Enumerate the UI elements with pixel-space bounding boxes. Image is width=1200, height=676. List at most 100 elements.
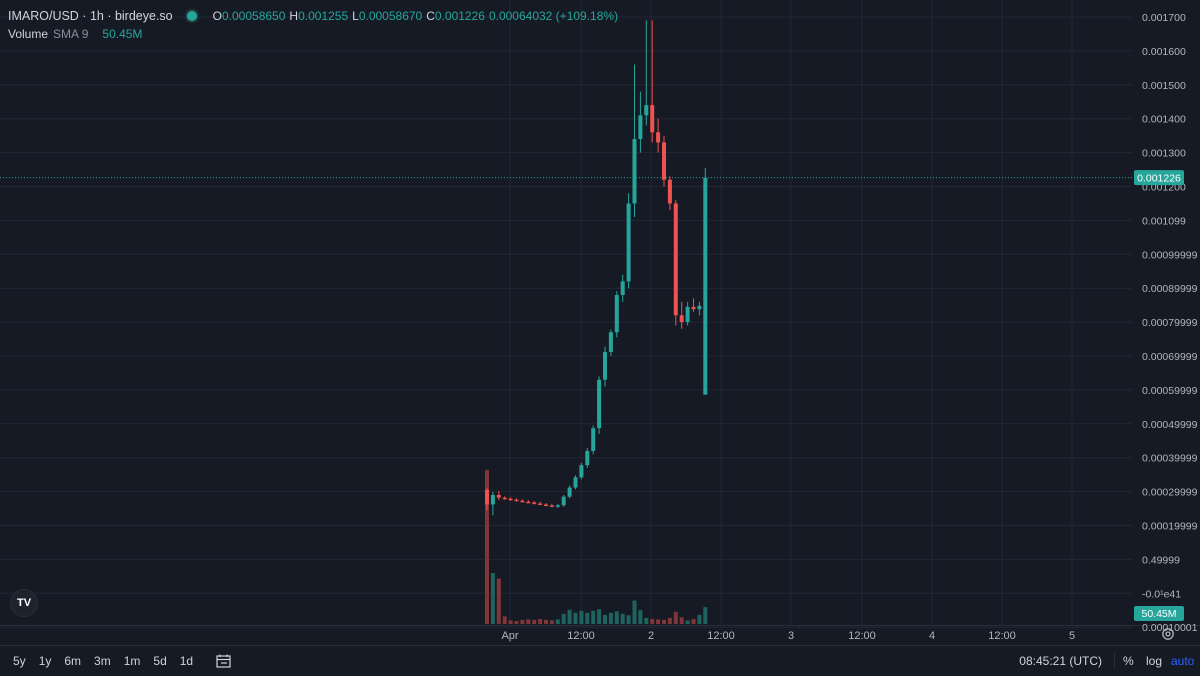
- utc-clock[interactable]: 08:45:21 (UTC): [1019, 654, 1102, 668]
- volume-bar: [514, 620, 519, 624]
- price-axis-label: 0.00069999: [1142, 351, 1198, 363]
- candle-body: [514, 499, 519, 502]
- volume-bar: [549, 620, 554, 624]
- price-axis-label: 0.001600: [1142, 46, 1186, 58]
- open-key: O: [212, 9, 222, 23]
- candle-body: [579, 465, 584, 478]
- chart-legend: IMARO/USD · 1h · birdeye.so O 0.00058650 …: [8, 8, 618, 42]
- timeframe-1m[interactable]: 1m: [123, 654, 141, 668]
- volume-bars: [485, 470, 708, 624]
- candle-body: [520, 500, 525, 503]
- candle-body: [573, 477, 578, 488]
- candle-body: [538, 503, 543, 505]
- candle-body: [650, 105, 655, 133]
- volume-bar: [650, 618, 655, 624]
- timeframe-1y[interactable]: 1y: [38, 654, 52, 668]
- price-axis-label: 0.00019999: [1142, 521, 1198, 533]
- volume-bar: [656, 619, 661, 624]
- time-axis-label: 12:00: [988, 630, 1016, 642]
- volume-bar: [579, 610, 584, 624]
- candle-body: [567, 487, 572, 497]
- candle-body: [656, 132, 661, 143]
- price-axis-label: 0.001300: [1142, 148, 1186, 160]
- volume-bar: [532, 619, 537, 624]
- volume-bar: [614, 611, 619, 624]
- volume-bar: [685, 620, 690, 624]
- candle-body: [667, 179, 672, 204]
- price-axis-label: 0.00049999: [1142, 419, 1198, 431]
- volume-bar: [626, 615, 631, 624]
- candle-body: [603, 351, 607, 380]
- timeframe-1d[interactable]: 1d: [179, 654, 194, 668]
- candle-body: [526, 501, 531, 504]
- time-axis-label: Apr: [501, 630, 518, 642]
- last-price-tag-bg: [1134, 170, 1184, 186]
- volume-bar: [679, 617, 684, 624]
- time-axis-label: 12:00: [567, 630, 595, 642]
- candle-body: [490, 494, 495, 505]
- auto-scale-toggle[interactable]: auto: [1171, 654, 1195, 668]
- symbol-title[interactable]: IMARO/USD · 1h · birdeye.so: [8, 9, 173, 23]
- settings-gear-icon[interactable]: [1161, 627, 1175, 641]
- candle-body: [685, 306, 690, 323]
- price-axis-label: 0.001400: [1142, 114, 1186, 126]
- volume-bar: [502, 616, 507, 624]
- volume-sma: SMA 9: [53, 27, 89, 41]
- time-axis-label: 2: [648, 630, 654, 642]
- volume-value: 50.45M: [102, 27, 143, 41]
- volume-label[interactable]: Volume: [8, 27, 49, 41]
- price-axis: 0.001700 0.001600 0.001500 0.001400 0.001300…: [1142, 12, 1198, 634]
- volume-bar: [573, 612, 578, 624]
- candle-body: [614, 294, 619, 333]
- volume-bar: [508, 620, 513, 624]
- candle-body: [508, 498, 513, 501]
- timeframe-5d[interactable]: 5d: [153, 654, 167, 668]
- price-axis-label: 0.001700: [1142, 12, 1186, 24]
- price-axis-label: 0.00099999: [1142, 249, 1198, 261]
- candle-body: [673, 203, 678, 316]
- close-key: C: [426, 9, 435, 23]
- tradingview-logo-icon[interactable]: TV: [10, 589, 38, 617]
- change-value: 0.00064032 (+109.18%): [488, 9, 619, 23]
- time-axis-label: 12:00: [848, 630, 876, 642]
- volume-bar: [620, 613, 625, 624]
- volume-tag: 50.45M: [1141, 608, 1176, 620]
- candle-body: [679, 315, 684, 323]
- candle-body: [632, 139, 637, 204]
- candle-body: [620, 281, 625, 295]
- time-axis-label: 3: [788, 630, 794, 642]
- volume-bar: [691, 618, 696, 624]
- low-key: L: [352, 9, 359, 23]
- volume-tag-bg: [1134, 606, 1184, 621]
- volume-bar: [496, 578, 501, 624]
- volume-bar: [673, 611, 678, 624]
- candle-body: [591, 428, 596, 451]
- percent-toggle[interactable]: %: [1123, 654, 1134, 668]
- market-status-icon: [186, 11, 197, 21]
- timeframe-6m[interactable]: 6m: [64, 654, 82, 668]
- chart-canvas[interactable]: 0.001700 0.001600 0.001500 0.001400 0.001300…: [0, 0, 1200, 645]
- candle-body: [544, 504, 548, 506]
- volume-bar: [555, 619, 560, 624]
- price-axis-label: 0.49999: [1142, 554, 1180, 566]
- last-price-tag: 0.001226: [1137, 173, 1181, 185]
- price-axis-label: 0.00079999: [1142, 317, 1198, 329]
- grid-lines: [0, 0, 1132, 628]
- timeframe-3m[interactable]: 3m: [94, 654, 111, 668]
- close-value: 0.001226: [434, 9, 485, 23]
- volume-bar: [632, 600, 637, 624]
- volume-bar: [561, 613, 566, 624]
- price-axis-label: 0.00029999: [1142, 487, 1198, 499]
- open-value: 0.00058650: [221, 9, 286, 23]
- timeframe-5y[interactable]: 5y: [13, 654, 26, 668]
- high-value: 0.001255: [298, 9, 349, 23]
- volume-bar: [644, 617, 649, 624]
- volume-bar: [490, 573, 495, 624]
- candle-body: [555, 505, 560, 507]
- candles: [485, 20, 708, 516]
- log-toggle[interactable]: log: [1146, 654, 1163, 668]
- candle-body: [644, 105, 649, 116]
- calendar-range-icon[interactable]: [215, 653, 233, 669]
- volume-bar: [567, 609, 572, 624]
